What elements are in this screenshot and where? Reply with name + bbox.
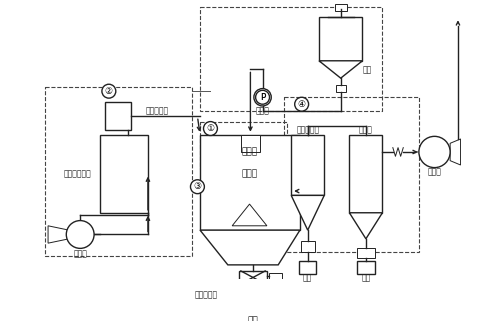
Bar (335, 4, 347, 11)
Bar (239, 284, 267, 297)
Text: 袋滤器: 袋滤器 (359, 126, 373, 135)
Bar (336, 85, 346, 92)
Text: P: P (260, 93, 265, 102)
Bar (269, 287, 282, 293)
Circle shape (204, 122, 217, 135)
Bar (200, 134, 300, 230)
Bar (357, 261, 375, 274)
Text: 细粉: 细粉 (303, 273, 313, 282)
Polygon shape (200, 230, 300, 265)
Bar (350, 134, 383, 213)
Text: ②: ② (105, 87, 113, 96)
Circle shape (66, 221, 94, 248)
Polygon shape (350, 213, 383, 239)
Polygon shape (291, 195, 324, 230)
Text: 干燥室: 干燥室 (242, 169, 258, 178)
Polygon shape (232, 204, 267, 226)
Text: 排风机: 排风机 (427, 168, 441, 177)
Text: 产品: 产品 (247, 317, 258, 321)
Text: 旋风分离器: 旋风分离器 (296, 126, 319, 135)
Bar (284, 97, 419, 252)
Text: 粗粉: 粗粉 (361, 273, 371, 282)
Text: 双层翻板阀: 双层翻板阀 (195, 291, 218, 300)
Bar (100, 134, 148, 213)
Bar (319, 17, 362, 61)
Bar (44, 87, 192, 256)
Bar (105, 102, 131, 130)
Text: 供料泵: 供料泵 (256, 107, 270, 116)
Circle shape (419, 136, 450, 168)
Text: 雾化器: 雾化器 (242, 147, 258, 156)
Text: ③: ③ (193, 182, 202, 191)
Text: P: P (260, 93, 265, 102)
Polygon shape (319, 61, 362, 78)
Bar (200, 122, 287, 169)
Bar (269, 273, 282, 280)
Bar (299, 261, 317, 274)
Text: 热风发生装置: 热风发生装置 (64, 169, 92, 178)
Text: ①: ① (207, 124, 214, 133)
Text: ④: ④ (298, 100, 306, 109)
Bar (291, 134, 324, 195)
Polygon shape (450, 139, 460, 165)
Bar (239, 271, 267, 284)
Circle shape (295, 97, 309, 111)
Text: 料罐: 料罐 (362, 65, 372, 74)
Circle shape (190, 180, 205, 194)
Text: 送风机: 送风机 (73, 249, 87, 258)
Text: 热风过滤器: 热风过滤器 (145, 107, 169, 116)
Bar (301, 241, 315, 252)
Polygon shape (48, 226, 69, 243)
Bar (357, 247, 375, 258)
Bar (241, 134, 260, 152)
Bar (200, 7, 383, 111)
Circle shape (102, 84, 116, 98)
Circle shape (255, 90, 270, 104)
Circle shape (254, 89, 271, 106)
